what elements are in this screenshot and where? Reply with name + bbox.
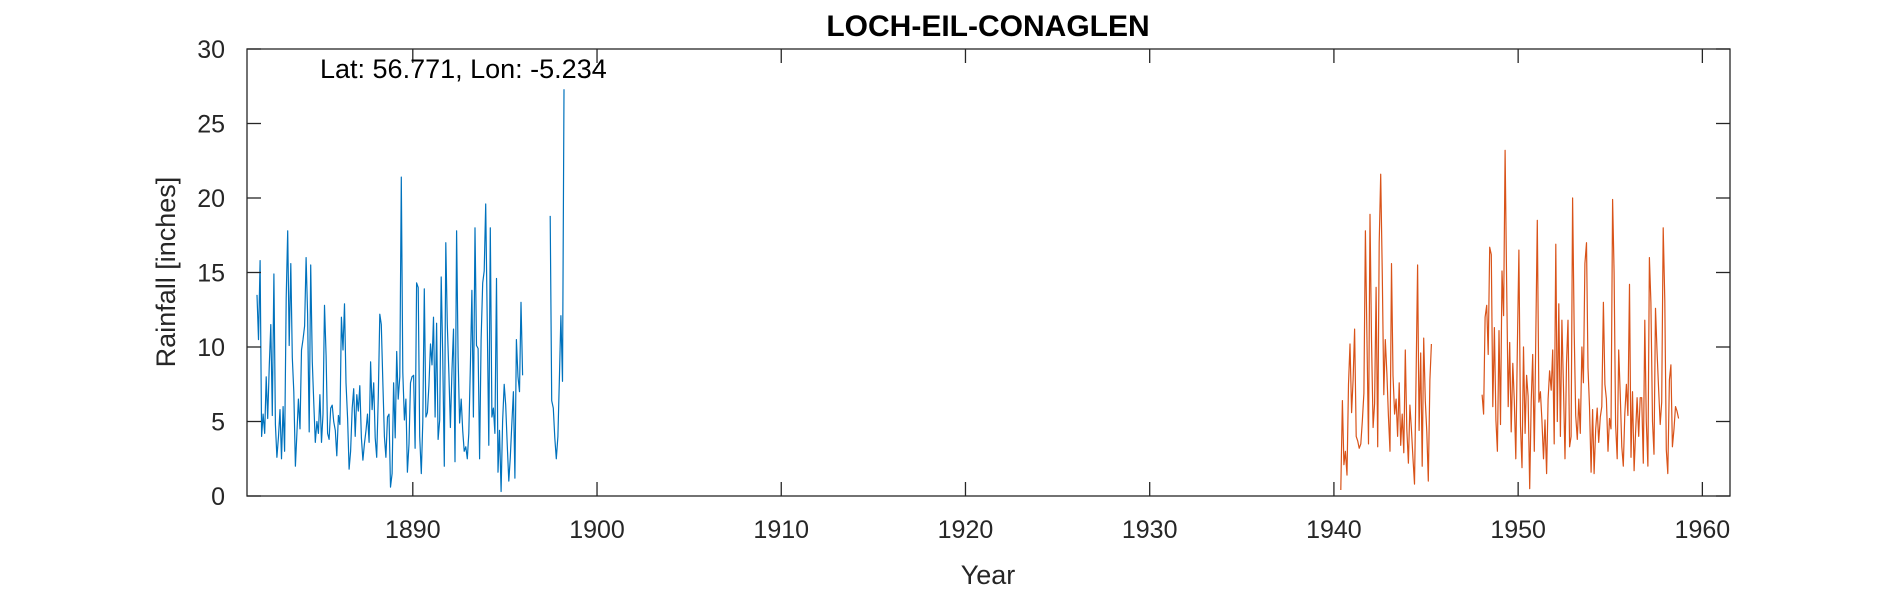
x-tick-label: 1960 <box>1675 516 1731 544</box>
x-tick-label: 1920 <box>938 516 994 544</box>
series-1-segment-2-line <box>549 89 565 460</box>
series-2-segment-2-line <box>1481 149 1680 490</box>
x-tick-label: 1910 <box>753 516 809 544</box>
x-tick-label: 1900 <box>569 516 625 544</box>
y-tick-label: 20 <box>197 185 225 213</box>
axis-ticks: 1890 1900 1910 1920 1930 1940 1950 1960 0 5 10 15 20… <box>197 36 1730 544</box>
plot-lines <box>256 89 1680 493</box>
y-tick-label: 5 <box>211 409 225 437</box>
x-tick-label: 1940 <box>1306 516 1362 544</box>
y-tick-label: 15 <box>197 260 225 288</box>
coordinates-annotation: Lat: 56.771, Lon: -5.234 <box>320 54 607 84</box>
y-tick-label: 25 <box>197 111 225 139</box>
x-tick-label: 1930 <box>1122 516 1178 544</box>
chart-title: LOCH-EIL-CONAGLEN <box>826 10 1149 43</box>
x-tick-label: 1890 <box>385 516 441 544</box>
x-tick-label: 1950 <box>1490 516 1546 544</box>
y-axis-label: Rainfall [inches] <box>151 177 181 368</box>
y-tick-label: 10 <box>197 334 225 362</box>
y-tick-label: 30 <box>197 36 225 64</box>
series-1-segment-1-line <box>256 176 524 493</box>
x-axis-label: Year <box>961 560 1016 590</box>
y-tick-label: 0 <box>211 483 225 511</box>
series-2-segment-1-line <box>1340 173 1432 491</box>
